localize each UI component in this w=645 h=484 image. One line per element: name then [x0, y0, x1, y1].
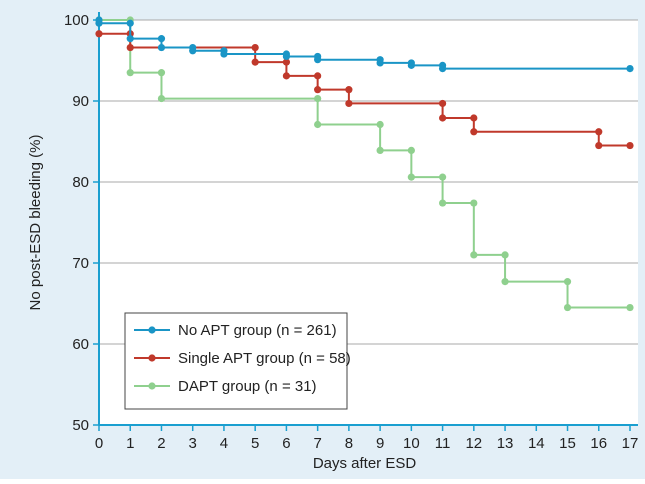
series-3-point-8: [376, 146, 384, 155]
series-2-point-8: [314, 86, 322, 94]
x-tick-label-10: 10: [403, 435, 420, 452]
series-3-point-7: [376, 120, 384, 129]
x-tick-label-3: 3: [189, 435, 197, 452]
series-2-point-2: [126, 43, 134, 52]
series-2-point-6: [282, 72, 291, 80]
series-3-point-11: [438, 173, 447, 181]
x-tick-label-15: 15: [559, 435, 576, 452]
series-1-point-17: [407, 61, 415, 69]
series-2-point-17: [626, 141, 634, 150]
series-1-point-2: [126, 19, 134, 27]
y-tick-label-80: 80: [72, 174, 89, 191]
series-3-point-5: [314, 94, 322, 103]
x-tick-label-0: 0: [95, 435, 103, 452]
legend-label-3: DAPT group (n = 31): [178, 378, 317, 395]
series-1-point-19: [438, 65, 447, 73]
series-1-point-15: [376, 59, 384, 67]
y-tick-label-60: 60: [72, 336, 89, 353]
x-tick-label-14: 14: [528, 435, 545, 452]
series-2-point-0: [95, 30, 103, 38]
series-2-point-12: [438, 114, 447, 122]
y-tick-label-100: 100: [64, 12, 89, 29]
series-3-line: [99, 19, 630, 309]
series-1-point-1: [95, 19, 103, 27]
x-tick-label-11: 11: [435, 435, 451, 452]
y-axis-label: No post-ESD bleeding (%): [27, 135, 44, 311]
series-3-point-10: [407, 173, 415, 181]
series-3-point-6: [314, 120, 322, 129]
series-1-point-20: [626, 65, 634, 73]
series-1: [95, 16, 634, 73]
series-1-point-7: [189, 47, 197, 55]
y-tick-label-90: 90: [72, 93, 89, 110]
legend-swatch-marker-2: [148, 354, 156, 362]
series-3-point-13: [470, 199, 478, 207]
legend-swatch-marker-1: [148, 326, 156, 334]
y-tick-label-50: 50: [72, 417, 89, 434]
x-tick-label-17: 17: [622, 435, 639, 452]
x-axis-label: Days after ESD: [313, 455, 417, 472]
legend-label-2: Single APT group (n = 58): [178, 350, 351, 367]
series-3-point-17: [563, 278, 572, 286]
series-3-point-2: [126, 69, 134, 77]
series-2-point-14: [470, 128, 478, 136]
y-tick-label-70: 70: [72, 255, 89, 272]
x-tick-label-12: 12: [465, 435, 482, 452]
legend: No APT group (n = 261) Single APT group (…: [124, 312, 351, 410]
series-3-point-12: [438, 199, 447, 207]
series-3-point-4: [157, 94, 166, 103]
x-tick-label-9: 9: [376, 435, 384, 452]
x-tick-label-5: 5: [251, 435, 259, 452]
series-1-point-11: [282, 52, 291, 61]
series-2-point-5: [282, 58, 291, 66]
series-3: [95, 16, 634, 312]
x-tick-label-16: 16: [590, 435, 607, 452]
series-1-point-13: [314, 56, 322, 64]
legend-label-1: No APT group (n = 261): [178, 322, 337, 339]
series-2-point-15: [595, 128, 603, 136]
series-2-point-16: [595, 141, 603, 150]
series-1-point-9: [220, 50, 228, 58]
x-tick-label-1: 1: [126, 435, 134, 452]
series-3-point-15: [501, 251, 509, 259]
series-2-point-10: [345, 99, 353, 108]
series-1-point-3: [126, 35, 134, 43]
legend-swatch-marker-3: [148, 382, 156, 390]
series-layer: [95, 16, 634, 312]
series-2-line: [99, 32, 630, 147]
series-2-point-9: [345, 86, 353, 94]
series-3-point-9: [407, 146, 415, 155]
series-2-point-11: [438, 99, 447, 108]
series-1-point-5: [157, 43, 166, 52]
series-1-point-4: [157, 35, 166, 43]
series-3-point-18: [563, 303, 572, 312]
x-tick-label-6: 6: [282, 435, 290, 452]
series-3-point-19: [626, 303, 634, 312]
series-2-point-7: [314, 72, 322, 80]
series-3-point-3: [157, 69, 166, 77]
x-tick-label-4: 4: [220, 435, 228, 452]
series-2-point-13: [470, 114, 478, 122]
x-tick-label-7: 7: [313, 435, 321, 452]
series-3-point-14: [470, 251, 478, 259]
series-2-point-4: [251, 58, 259, 66]
x-tick-label-8: 8: [345, 435, 353, 452]
series-2-point-3: [251, 43, 259, 52]
x-tick-label-13: 13: [497, 435, 514, 452]
x-tick-label-2: 2: [157, 435, 165, 452]
series-3-point-16: [501, 278, 509, 286]
series-2: [95, 30, 634, 150]
